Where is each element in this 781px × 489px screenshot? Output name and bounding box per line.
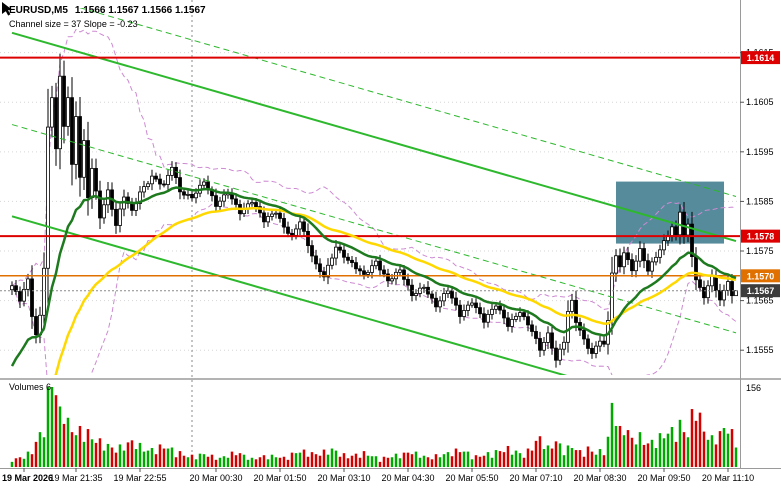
price-tick-label: 1.1585 bbox=[746, 196, 774, 206]
price-badge bbox=[741, 51, 780, 65]
price-tick-label: 1.1605 bbox=[746, 97, 774, 107]
time-tick-label: 19 Mar 2026 bbox=[2, 473, 53, 483]
moving-averages bbox=[10, 186, 737, 375]
trend-channel-lines bbox=[11, 8, 737, 375]
price-tick-label: 1.1565 bbox=[746, 296, 774, 306]
time-tick-label: 20 Mar 07:10 bbox=[509, 473, 562, 483]
time-tick-label: 20 Mar 11:10 bbox=[702, 473, 754, 483]
time-tick-label: 20 Mar 05:50 bbox=[445, 473, 498, 483]
ema-fast-green bbox=[10, 186, 737, 367]
time-tick-label: 20 Mar 01:50 bbox=[253, 473, 306, 483]
svg-text:1.1614: 1.1614 bbox=[747, 53, 775, 63]
resistance-zone bbox=[616, 181, 724, 244]
time-tick-label: 20 Mar 08:30 bbox=[573, 473, 626, 483]
time-tick-label: 20 Mar 03:10 bbox=[317, 473, 370, 483]
bollinger-bands bbox=[11, 28, 737, 375]
time-tick-label: 20 Mar 04:30 bbox=[381, 473, 434, 483]
mouse-cursor bbox=[2, 2, 12, 16]
volume-bars bbox=[10, 387, 738, 467]
horizontal-levels bbox=[0, 56, 740, 292]
price-badges: 1.1614 1.1578 1.1570 1.1567 bbox=[741, 51, 780, 298]
svg-text:1.1567: 1.1567 bbox=[747, 286, 775, 296]
price-tick-label: 1.1555 bbox=[746, 345, 774, 355]
price-badge bbox=[741, 269, 780, 283]
svg-text:1.1578: 1.1578 bbox=[747, 232, 775, 242]
volume-scale-max: 156 bbox=[746, 383, 761, 393]
time-tick-label: 19 Mar 21:35 bbox=[49, 473, 102, 483]
svg-text:1.1570: 1.1570 bbox=[747, 271, 775, 281]
price-badge bbox=[741, 284, 780, 298]
bollinger-upper bbox=[11, 28, 737, 310]
time-tick-label: 20 Mar 09:50 bbox=[637, 473, 690, 483]
time-tick-label: 20 Mar 00:30 bbox=[189, 473, 242, 483]
ema-slow-yellow bbox=[54, 206, 737, 375]
price-badge bbox=[741, 229, 780, 243]
price-tick-label: 1.1575 bbox=[746, 246, 774, 256]
price-tick-label: 1.1595 bbox=[746, 147, 774, 157]
time-tick-label: 19 Mar 22:55 bbox=[113, 473, 166, 483]
bollinger-lower bbox=[11, 203, 737, 375]
